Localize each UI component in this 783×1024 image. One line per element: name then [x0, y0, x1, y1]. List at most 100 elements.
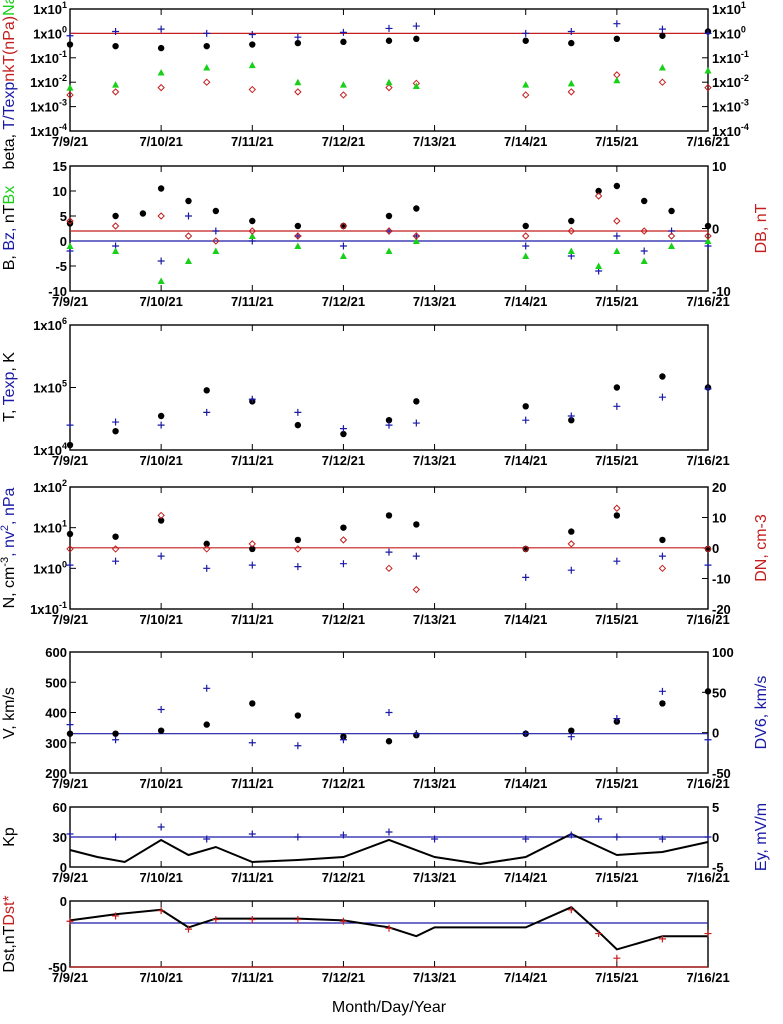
- x-tick-label: 7/16/21: [686, 776, 729, 791]
- data-point-DN: [66, 545, 74, 553]
- y-tick-label-right: 0: [712, 541, 719, 556]
- data-point-beta: [385, 37, 393, 44]
- data-point-nkT: [294, 88, 302, 96]
- data-point-V: [157, 727, 165, 734]
- data-point-Dst*: [567, 906, 575, 914]
- data-point-Bx: [112, 247, 120, 254]
- data-point-Bx: [385, 247, 393, 254]
- data-point-B: [385, 212, 393, 220]
- data-point-beta: [413, 35, 420, 43]
- x-tick-label: 7/9/21: [52, 870, 88, 885]
- x-tick-label: 7/10/21: [139, 870, 182, 885]
- x-tick-label: 7/9/21: [52, 970, 88, 985]
- data-point-beta: [203, 42, 210, 50]
- data-point-DB: [613, 217, 621, 225]
- data-point-DN: [248, 540, 256, 548]
- data-point-nv2: [157, 552, 165, 560]
- data-point-Ey: [613, 833, 621, 841]
- x-tick-label: 7/14/21: [504, 294, 547, 309]
- x-tick-label: 7/14/21: [504, 453, 547, 468]
- data-point-B: [668, 207, 675, 215]
- data-point-Texp: [66, 421, 74, 429]
- y-tick-label-right: -10: [712, 572, 731, 587]
- data-point-T/Texp: [385, 24, 393, 32]
- data-point-beta: [659, 32, 666, 39]
- data-point-nkT: [658, 78, 667, 86]
- x-tick-label: 7/11/21: [231, 970, 274, 985]
- y-tick-label-right: -5: [712, 860, 724, 875]
- data-point-T/Texp: [658, 25, 666, 33]
- data-point-B: [212, 207, 220, 215]
- data-point-Na/Np: [294, 78, 302, 86]
- data-point-V: [568, 727, 575, 734]
- data-point-nkT: [339, 91, 348, 99]
- data-point-Bx: [640, 257, 648, 264]
- data-point-Texp: [339, 425, 347, 433]
- data-point-Texp: [704, 385, 712, 393]
- data-point-Bx: [66, 242, 74, 249]
- x-tick-label: 7/13/21: [413, 294, 456, 309]
- x-tick-label: 7/10/21: [139, 970, 182, 985]
- data-point-N: [613, 512, 621, 519]
- data-point-Na/Np: [157, 68, 165, 76]
- y-tick-label-left: 1x10-1: [30, 49, 67, 66]
- data-point-DN: [522, 545, 530, 553]
- data-point-B: [613, 182, 621, 190]
- y-tick-label-right: 1x100: [712, 24, 746, 41]
- data-point-Dst*: [613, 954, 621, 962]
- x-tick-label: 7/16/21: [686, 870, 729, 885]
- data-point-Dst*: [658, 935, 666, 943]
- data-point-beta: [340, 38, 347, 46]
- data-point-DB: [212, 237, 220, 245]
- data-point-Dst*: [704, 930, 712, 938]
- x-tick-label: 7/15/21: [595, 612, 638, 627]
- data-point-beta: [294, 39, 302, 47]
- x-tick-label: 7/9/21: [52, 294, 88, 309]
- data-point-beta: [112, 42, 119, 50]
- x-tick-label: 7/10/21: [139, 776, 182, 791]
- x-tick-label: 7/12/21: [322, 870, 365, 885]
- data-point-Ey: [66, 830, 74, 838]
- data-point-DN: [339, 536, 348, 544]
- data-point-nkT: [567, 88, 575, 96]
- data-point-Ey: [112, 833, 120, 841]
- data-point-DB: [66, 217, 74, 225]
- data-point-beta: [157, 44, 165, 52]
- data-point-T/Texp: [248, 31, 256, 39]
- x-tick-label: 7/10/21: [139, 134, 182, 149]
- data-point-nv2: [385, 548, 393, 556]
- data-point-Ey: [339, 831, 347, 839]
- data-point-N: [66, 530, 74, 538]
- data-point-B: [568, 217, 575, 225]
- y-tick-label-left: 5: [60, 209, 67, 224]
- x-tick-label: 7/13/21: [413, 970, 456, 985]
- data-point-nkT: [111, 88, 120, 96]
- data-point-N: [340, 524, 347, 531]
- data-point-beta: [568, 39, 575, 47]
- x-tick-label: 7/11/21: [231, 134, 274, 149]
- data-point-Bx: [595, 262, 603, 269]
- data-point-B: [157, 185, 165, 192]
- data-point-DB: [412, 232, 421, 240]
- data-point-DB: [339, 222, 348, 230]
- data-point-Texp: [412, 419, 420, 427]
- series-line-Kp: [69, 832, 709, 866]
- x-tick-label: 7/16/21: [686, 453, 729, 468]
- x-tick-label: 7/10/21: [139, 294, 182, 309]
- x-tick-label: 7/16/21: [686, 294, 729, 309]
- data-point-T/Texp: [294, 33, 302, 41]
- data-point-DV6: [157, 705, 165, 713]
- panel-frame-T: [69, 324, 709, 451]
- y-tick-label-left: -10: [48, 284, 67, 299]
- data-point-nv2: [658, 552, 666, 560]
- data-point-nv2: [294, 563, 302, 571]
- data-point-Na/Np: [112, 81, 120, 88]
- x-tick-label: 7/14/21: [504, 776, 547, 791]
- x-tick-label: 7/11/21: [231, 294, 274, 309]
- data-point-Texp: [567, 412, 575, 420]
- data-point-DB: [385, 227, 393, 235]
- data-point-DN: [111, 545, 120, 553]
- y-tick-label-left: 15: [53, 159, 67, 174]
- data-point-DV6: [567, 733, 575, 741]
